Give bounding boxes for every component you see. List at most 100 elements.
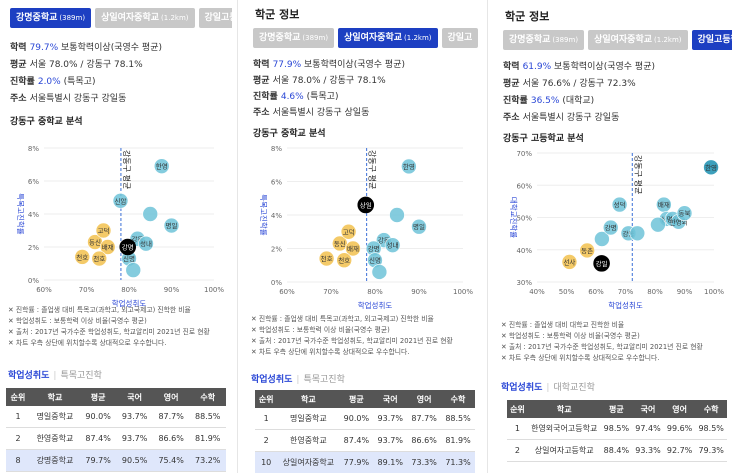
point-marker bbox=[99, 239, 116, 255]
advancement-line: 진학률 4.6% (특목고) bbox=[253, 92, 339, 102]
tab-school-1[interactable]: 강명중학교 (389m) bbox=[10, 8, 92, 28]
x-tick-label: 100% bbox=[204, 286, 224, 294]
table-row[interactable]: 2 한영중학교 87.4% 93.7% 86.6% 81.9% bbox=[255, 429, 475, 452]
y-tick-label: 8% bbox=[271, 145, 282, 153]
y-tick-label: 60% bbox=[516, 182, 532, 190]
average-reference-label: 강동구 평균 bbox=[122, 150, 132, 189]
note-item: ✕ 진학률 : 졸업생 대비 대학교 진학한 비율 bbox=[501, 321, 625, 329]
x-tick-label: 70% bbox=[618, 288, 634, 296]
point-label: 한영 bbox=[403, 162, 415, 171]
subtab-achievement[interactable]: 학업성취도 bbox=[251, 375, 293, 385]
point-label: 고덕 bbox=[343, 227, 355, 236]
point-marker bbox=[371, 264, 388, 280]
point-label: 동촌 bbox=[581, 246, 593, 255]
note-item: ✕ 차트 우측 상단에 위치할수록 상대적으로 우수합니다. bbox=[251, 348, 410, 356]
panel-divider bbox=[487, 0, 488, 473]
point-marker bbox=[138, 235, 154, 252]
point-marker bbox=[411, 218, 427, 235]
point-label: 명일 bbox=[166, 221, 178, 230]
note-item: ✕ 출처 : 2017년 국가수준 학업성취도, 학교알리미 2021년 진로 … bbox=[8, 328, 210, 336]
note-item: ✕ 학업성취도 : 보통학력 이상 비율(국영수 평균) bbox=[251, 326, 390, 334]
y-axis-label: 특목고진학률 bbox=[16, 193, 26, 234]
average-line: 평균 서울 78.0% / 강동구 78.1% bbox=[10, 60, 143, 70]
point-marker bbox=[401, 158, 417, 175]
point-label: 고덕 bbox=[98, 226, 110, 235]
table-row-current[interactable]: 8 강명중학교 79.7% 90.5% 75.4% 73.2% bbox=[6, 449, 226, 472]
school-point: 한영 bbox=[153, 158, 170, 174]
point-label: 강명 bbox=[122, 243, 134, 252]
subtab-advancement[interactable]: 대학교진학 bbox=[553, 383, 595, 393]
ranking-subtabs: 학업성취도 | 대학교진학 bbox=[501, 383, 595, 393]
subtab-advancement[interactable]: 특목고진학 bbox=[60, 371, 102, 381]
ranking-table: 순위 학교 평균 국어 영어 수학 1 명일중학교 90.0% 93.7% 87.7% 88.5% … bbox=[6, 388, 226, 472]
y-tick-label: 30% bbox=[516, 279, 532, 287]
scatter-chart: 30%40%50%60%70%40% 50% 60% 70% 80% 90% 100%학업성… bbox=[509, 150, 724, 310]
point-label: 선사 bbox=[563, 257, 575, 266]
tab-school-1[interactable]: 강명중학교 (389m) bbox=[253, 28, 335, 48]
achievement-line: 학력 61.9% 보통학력이상(국영수 평균) bbox=[503, 62, 655, 72]
school-point: 한영 bbox=[401, 158, 417, 175]
achievement-value: 79.7% bbox=[29, 43, 59, 53]
achievement-line: 학력 77.9% 보통학력이상(국영수 평균) bbox=[253, 60, 405, 70]
y-tick-label: 4% bbox=[28, 211, 39, 219]
table-row-current[interactable]: 10 상일여자중학교 77.9% 89.1% 73.3% 71.3% bbox=[255, 451, 475, 473]
point-marker bbox=[611, 196, 628, 213]
school-point: 명일 bbox=[411, 218, 427, 235]
subtab-achievement[interactable]: 학업성취도 bbox=[8, 371, 50, 381]
point-label: 천호 bbox=[321, 254, 333, 263]
advancement-line: 진학률 36.5% (대학교) bbox=[503, 96, 595, 106]
point-label: 신명 bbox=[123, 254, 135, 263]
x-tick-label: 90% bbox=[677, 288, 693, 296]
x-tick-label: 40% bbox=[529, 288, 545, 296]
table-row[interactable]: 2 상일여자고등학교 88.4% 93.3% 92.7% 79.3% bbox=[507, 439, 727, 462]
current-school-point: 강명 bbox=[119, 238, 137, 256]
point-marker bbox=[125, 262, 142, 278]
school-point: 동촌 bbox=[579, 242, 595, 259]
tab-school-3[interactable]: 강일고 bbox=[441, 28, 479, 48]
tab-school-1[interactable]: 강명중학교 (389m) bbox=[503, 30, 585, 50]
tab-school-3[interactable]: 강일고등학교 bbox=[198, 8, 232, 28]
y-axis-label: 특목고진학률 bbox=[259, 194, 269, 235]
school-point bbox=[594, 231, 610, 247]
y-tick-label: 6% bbox=[271, 179, 282, 187]
table-row[interactable]: 1 명일중학교 90.0% 93.7% 87.7% 88.5% bbox=[6, 406, 226, 428]
school-point bbox=[142, 206, 159, 222]
note-item: ✕ 진학률 : 졸업생 대비 특목고(과학고, 외고국제고) 진학한 비율 bbox=[8, 306, 191, 314]
note-item: ✕ 차트 우측 상단에 위치할수록 상대적으로 우수합니다. bbox=[8, 339, 167, 347]
panel-divider bbox=[237, 0, 238, 473]
x-tick-label: 80% bbox=[647, 288, 663, 296]
y-axis-label: 대학교진학률 bbox=[509, 197, 519, 238]
tab-school-2[interactable]: 상일여자중학교 (1.2km) bbox=[588, 30, 688, 50]
tab-school-2[interactable]: 상일여자중학교 (1.2km) bbox=[338, 28, 438, 48]
point-marker bbox=[602, 219, 619, 236]
panel-title: 학군 정보 bbox=[255, 8, 300, 21]
point-label: 강명 bbox=[368, 244, 380, 253]
school-point: 천호 bbox=[318, 250, 335, 267]
point-label: 상일 bbox=[360, 200, 372, 209]
point-label: 성덕 bbox=[614, 200, 626, 209]
average-reference-label: 강동구 평균 bbox=[633, 155, 643, 194]
point-marker bbox=[345, 240, 361, 257]
section-title: 강동구 중학교 분석 bbox=[253, 129, 326, 139]
point-label: 한영외 bbox=[670, 217, 688, 226]
school-point bbox=[125, 262, 142, 278]
x-axis-label: 학업성취도 bbox=[358, 300, 393, 310]
school-point: 신암 bbox=[112, 192, 129, 209]
table-row[interactable]: 2 한영중학교 87.4% 93.7% 86.6% 81.9% bbox=[6, 427, 226, 450]
point-marker bbox=[357, 196, 375, 214]
school-point bbox=[371, 264, 388, 280]
point-label: 동신 bbox=[89, 238, 101, 247]
x-tick-label: 70% bbox=[79, 286, 95, 294]
x-tick-label: 80% bbox=[367, 288, 383, 296]
table-row[interactable]: 1 명일중학교 90.0% 93.7% 87.7% 88.5% bbox=[255, 408, 475, 430]
subtab-advancement[interactable]: 특목고진학 bbox=[303, 375, 345, 385]
school-point bbox=[629, 225, 646, 242]
subtab-achievement[interactable]: 학업성취도 bbox=[501, 383, 543, 393]
average-line: 평균 서울 76.6% / 강동구 72.3% bbox=[503, 79, 636, 89]
y-tick-label: 2% bbox=[28, 244, 39, 252]
scatter-chart: 0% 2% 4% 6% 8% 60% 70% 80% 90% 100% 학업성취도 특목고진학률 강동구… bbox=[16, 145, 224, 308]
tab-school-2[interactable]: 상일여자중학교 (1.2km) bbox=[95, 8, 195, 28]
table-row[interactable]: 1 한영외국어고등학교 98.5% 97.4% 99.6% 98.5% bbox=[507, 418, 727, 440]
school-point bbox=[389, 207, 405, 223]
